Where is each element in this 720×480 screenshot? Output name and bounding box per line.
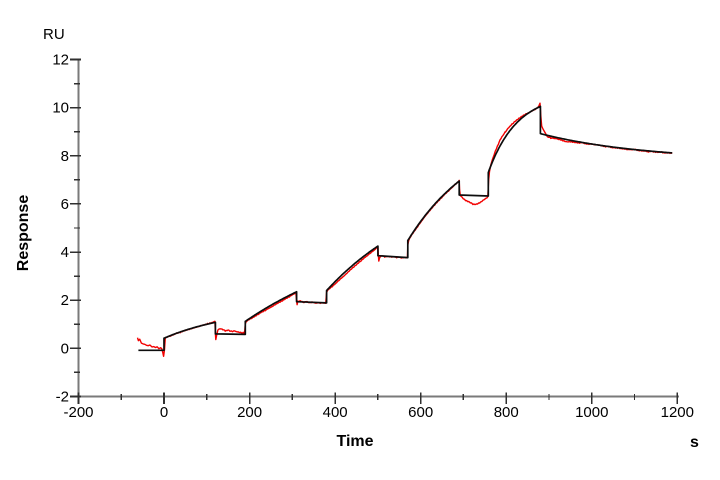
y-tick-label: 4 xyxy=(61,244,69,261)
x-axis-tick-labels: -200 0 200 400 600 800 1000 1200 xyxy=(63,404,694,421)
x-tick-label: 800 xyxy=(494,404,519,421)
y-axis-tick-labels: -2 0 2 4 6 8 10 12 xyxy=(52,52,69,406)
x-tick-label: 0 xyxy=(160,404,168,421)
x-tick-label: -200 xyxy=(63,404,93,421)
x-tick-label: 1000 xyxy=(575,404,608,421)
y-tick-label: 12 xyxy=(52,52,69,69)
y-axis-title: Response xyxy=(15,195,32,272)
x-tick-label: 400 xyxy=(323,404,348,421)
y-tick-label: 2 xyxy=(61,292,69,309)
y-tick-label: 10 xyxy=(52,100,69,117)
data-series xyxy=(136,102,673,357)
fit-curve xyxy=(138,105,673,352)
y-tick-label: 0 xyxy=(61,340,69,357)
y-tick-label: 8 xyxy=(61,148,69,165)
axes xyxy=(77,58,679,398)
y-axis-unit-label: RU xyxy=(43,26,65,43)
x-tick-label: 1200 xyxy=(661,404,694,421)
experimental-curve xyxy=(136,102,673,357)
y-axis-ticks xyxy=(70,58,81,398)
x-tick-label: 200 xyxy=(237,404,262,421)
x-tick-label: 600 xyxy=(408,404,433,421)
x-axis-ticks xyxy=(77,392,679,404)
y-tick-label: -2 xyxy=(56,389,69,406)
x-axis-unit-label: s xyxy=(690,434,699,451)
x-axis-title: Time xyxy=(336,433,373,450)
y-tick-label: 6 xyxy=(61,196,69,213)
